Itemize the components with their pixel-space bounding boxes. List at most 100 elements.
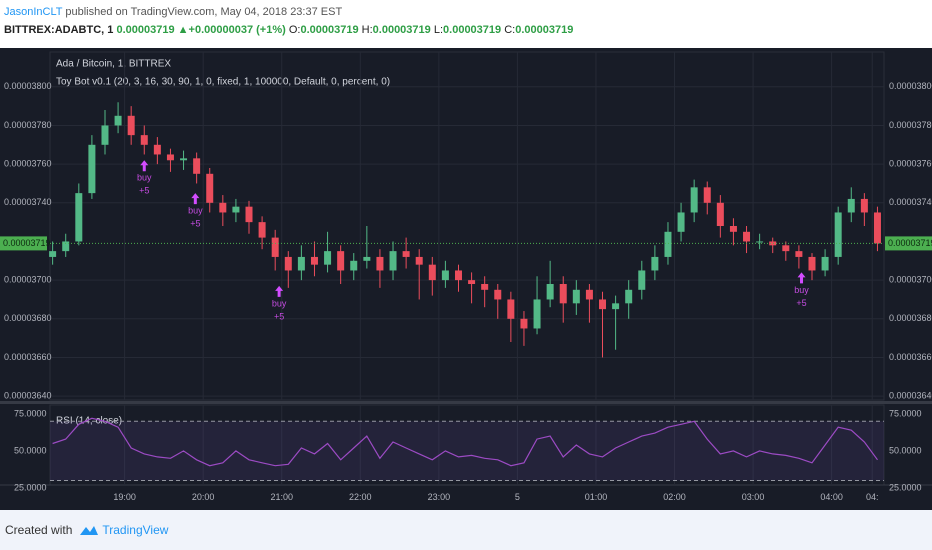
candle-body (402, 251, 410, 257)
candle-body (625, 289, 633, 304)
publish-line: JasonInCLT published on TradingView.com,… (4, 0, 932, 21)
candle-body (468, 280, 476, 284)
candle-body (49, 251, 57, 257)
y-tick-label-right: 0.00003640 (889, 391, 932, 401)
rsi-tick-label-right: 50.0000 (889, 445, 922, 455)
candle-body (415, 256, 423, 265)
rsi-band-fill (50, 421, 884, 481)
candle-body (166, 154, 174, 161)
last-price-label-right-bg (885, 236, 932, 251)
annotation-amount: +5 (796, 298, 806, 308)
buy-arrow (797, 272, 806, 284)
x-tick-label: 04:00 (820, 492, 843, 502)
y-tick-label: 0.00003680 (4, 313, 52, 323)
rsi-tick-label: 75.0000 (14, 408, 47, 418)
annotation-text: buy (272, 298, 287, 308)
rsi-line (52, 417, 878, 467)
last-price-label-left: 0.00003719 (3, 238, 51, 248)
candle-body (599, 299, 607, 310)
y-tick-label: 0.00003700 (4, 275, 52, 285)
last-price-label-left-bg (0, 236, 47, 251)
candle-body (324, 251, 332, 265)
y-tick-label: 0.00003800 (4, 81, 52, 91)
candle-body (756, 241, 764, 243)
candle-body (297, 256, 305, 271)
candle-body (363, 256, 371, 261)
candle-body (153, 144, 161, 155)
annotation-text: buy (137, 173, 152, 183)
x-tick-label: 01:00 (585, 492, 608, 502)
ohlc-value: 0.00003719 (300, 24, 359, 36)
candle-body (743, 231, 751, 242)
candle-body (271, 237, 279, 257)
candle-body (847, 198, 855, 213)
annotation-amount: +5 (190, 219, 200, 229)
candle-body (481, 284, 489, 290)
y-tick-label-right: 0.00003780 (889, 120, 932, 130)
candle-body (769, 241, 777, 246)
candle-body (441, 270, 449, 281)
candle-body (716, 202, 724, 226)
candle-body (585, 289, 593, 300)
ohlc-label: H: (361, 24, 373, 36)
last-price-label-right: 0.00003719 (888, 238, 932, 248)
author[interactable]: JasonInCLT (4, 6, 63, 18)
published: published on TradingView.com, May 04, 20… (65, 6, 343, 18)
y-tick-label-right: 0.00003760 (889, 159, 932, 169)
candle-body (310, 256, 318, 265)
candle-body (114, 115, 122, 126)
chart: Ada / Bitcoin, 1, BITTREX Toy Bot v0.1 (… (0, 48, 932, 510)
candle-body (638, 270, 646, 290)
change: ▲+0.00000037 (+1%) (177, 24, 286, 36)
candle-body (350, 260, 358, 271)
x-tick-label: 21:00 (270, 492, 293, 502)
x-tick-label: 22:00 (349, 492, 372, 502)
y-tick-label-right: 0.00003740 (889, 197, 932, 207)
y-tick-label: 0.00003740 (4, 197, 52, 207)
ohlc-label: L: (433, 24, 444, 36)
candle-body (572, 289, 580, 304)
candle-body (664, 231, 672, 257)
candle-body (507, 299, 515, 319)
candle-body (62, 241, 70, 252)
ohlc-value: 0.00003719 (443, 24, 502, 36)
candle-body (75, 193, 83, 242)
annotation-text: buy (794, 285, 809, 295)
candle-body (808, 256, 816, 271)
candle-body (232, 206, 240, 213)
y-tick-label: 0.00003660 (4, 352, 52, 362)
rsi-tick-label-right: 25.0000 (889, 482, 922, 492)
annotation-text: buy (188, 206, 203, 216)
y-tick-label-right: 0.00003700 (889, 275, 932, 285)
candle-body (245, 206, 253, 223)
candle-body (782, 245, 790, 252)
candle-body (88, 144, 96, 194)
candle-body (127, 115, 135, 136)
y-tick-label: 0.00003760 (4, 159, 52, 169)
rsi-tick-label: 50.0000 (14, 445, 47, 455)
footer: Created with TradingView (0, 510, 932, 550)
y-tick-label: 0.00003780 (4, 120, 52, 130)
x-tick-label: 20:00 (192, 492, 215, 502)
ohlc-value: 0.00003719 (372, 24, 431, 36)
annotation-amount: +5 (139, 186, 149, 196)
header: JasonInCLT published on TradingView.com,… (0, 0, 932, 48)
candle-body (140, 135, 148, 145)
ohlc-label: C: (504, 24, 516, 36)
candle-body (729, 226, 737, 232)
candle-body (454, 270, 462, 281)
x-tick-label: 5 (515, 492, 520, 502)
x-tick-label: 04: (866, 492, 879, 502)
brand[interactable]: TradingView (102, 523, 169, 537)
y-tick-label-right: 0.00003800 (889, 81, 932, 91)
candle-body (258, 222, 266, 238)
candle-body (101, 125, 109, 145)
candle-body (193, 158, 201, 174)
candle-body (703, 187, 711, 203)
candle-body (376, 256, 384, 271)
candle-body (690, 187, 698, 213)
x-tick-label: 23:00 (428, 492, 451, 502)
price-pane (49, 51, 885, 401)
candle-body (337, 251, 345, 271)
